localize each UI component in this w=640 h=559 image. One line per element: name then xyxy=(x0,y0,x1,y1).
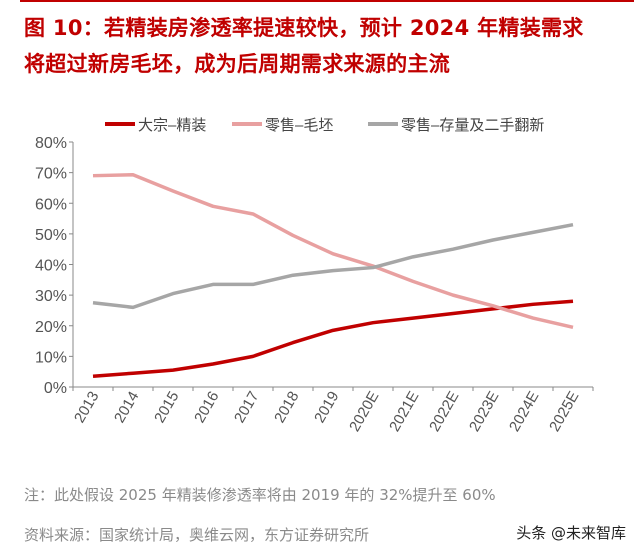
legend-label-0: 大宗–精装 xyxy=(138,116,206,134)
figure-title-line1: 图 10：若精装房渗透率提速较快，预计 2024 年精装需求 xyxy=(24,16,584,40)
y-tick-label: 40% xyxy=(35,258,67,275)
series-line-2 xyxy=(92,222,574,310)
chart-source: 资料来源：国家统计局，奥维云网，东方证券研究所 xyxy=(24,526,370,544)
x-tick-label: 2018 xyxy=(271,389,302,426)
watermark: 头条 @未来智库 xyxy=(516,524,626,542)
x-tick-label: 2013 xyxy=(71,389,102,426)
x-tick-label: 2022E xyxy=(426,389,462,435)
x-tick-label: 2024E xyxy=(506,389,542,435)
y-tick-label: 10% xyxy=(35,349,67,366)
y-tick-label: 30% xyxy=(35,288,67,305)
x-tick-label: 2014 xyxy=(111,389,142,426)
x-tick-label: 2025E xyxy=(546,389,582,435)
y-tick-label: 50% xyxy=(35,227,67,244)
x-tick-label: 2020E xyxy=(346,389,382,435)
top-divider xyxy=(20,0,634,2)
y-tick-label: 20% xyxy=(35,319,67,336)
x-tick-label: 2015 xyxy=(151,389,182,426)
x-tick-label: 2017 xyxy=(231,389,262,426)
y-tick-label: 80% xyxy=(35,135,67,152)
x-tick-label: 2023E xyxy=(466,389,502,435)
chart-note: 注：此处假设 2025 年精装修渗透率将由 2019 年的 32%提升至 60% xyxy=(24,486,496,504)
y-tick-label: 70% xyxy=(35,166,67,183)
x-tick-label: 2019 xyxy=(311,389,342,426)
x-tick-label: 2021E xyxy=(386,389,422,435)
series-line-1 xyxy=(92,173,574,329)
x-tick-label: 2016 xyxy=(191,389,222,426)
legend-label-1: 零售–毛坯 xyxy=(265,117,333,134)
line-chart: 0% 10% 20% 30% 40% 50% 60% 70% 80% 2013 2014 2015 20… xyxy=(35,116,594,435)
figure-title-line2: 将超过新房毛坯，成为后周期需求来源的主流 xyxy=(24,52,450,76)
legend-label-2: 零售–存量及二手翻新 xyxy=(401,117,544,134)
series-line-0 xyxy=(92,299,574,379)
y-tick-label: 0% xyxy=(44,380,67,397)
y-tick-label: 60% xyxy=(35,196,67,213)
